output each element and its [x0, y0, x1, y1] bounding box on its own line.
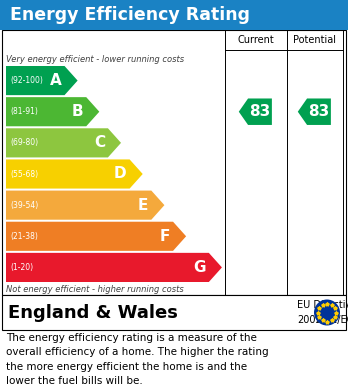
Text: (21-38): (21-38) [10, 232, 38, 241]
Text: G: G [193, 260, 206, 275]
Polygon shape [6, 253, 222, 282]
Text: 83: 83 [308, 104, 330, 119]
Polygon shape [6, 222, 186, 251]
Text: E: E [138, 197, 148, 213]
Circle shape [314, 300, 340, 325]
Polygon shape [6, 190, 164, 220]
Bar [2, 295, 346, 330]
Bar [2, 30, 346, 295]
Text: Energy Efficiency Rating: Energy Efficiency Rating [10, 6, 250, 24]
Polygon shape [6, 160, 143, 188]
Polygon shape [6, 128, 121, 158]
Text: 83: 83 [250, 104, 271, 119]
Text: The energy efficiency rating is a measure of the
overall efficiency of a home. T: The energy efficiency rating is a measur… [6, 333, 269, 386]
Text: (92-100): (92-100) [10, 76, 43, 85]
Text: Not energy efficient - higher running costs: Not energy efficient - higher running co… [6, 285, 184, 294]
Text: Potential: Potential [293, 35, 337, 45]
Text: Very energy efficient - lower running costs: Very energy efficient - lower running co… [6, 56, 184, 65]
Text: (1-20): (1-20) [10, 263, 33, 272]
Polygon shape [6, 66, 78, 95]
Polygon shape [6, 97, 99, 126]
Text: (55-68): (55-68) [10, 170, 38, 179]
Text: Current: Current [238, 35, 274, 45]
Text: (81-91): (81-91) [10, 107, 38, 116]
Text: England & Wales: England & Wales [8, 303, 178, 321]
Text: (39-54): (39-54) [10, 201, 38, 210]
Text: F: F [160, 229, 170, 244]
Text: D: D [114, 167, 127, 181]
Polygon shape [298, 99, 331, 125]
Text: B: B [72, 104, 83, 119]
Polygon shape [239, 99, 272, 125]
Text: EU Directive
2002/91/EC: EU Directive 2002/91/EC [297, 301, 348, 325]
Bar [0, 0, 348, 30]
Text: C: C [94, 135, 105, 151]
Text: (69-80): (69-80) [10, 138, 38, 147]
Text: A: A [50, 73, 62, 88]
